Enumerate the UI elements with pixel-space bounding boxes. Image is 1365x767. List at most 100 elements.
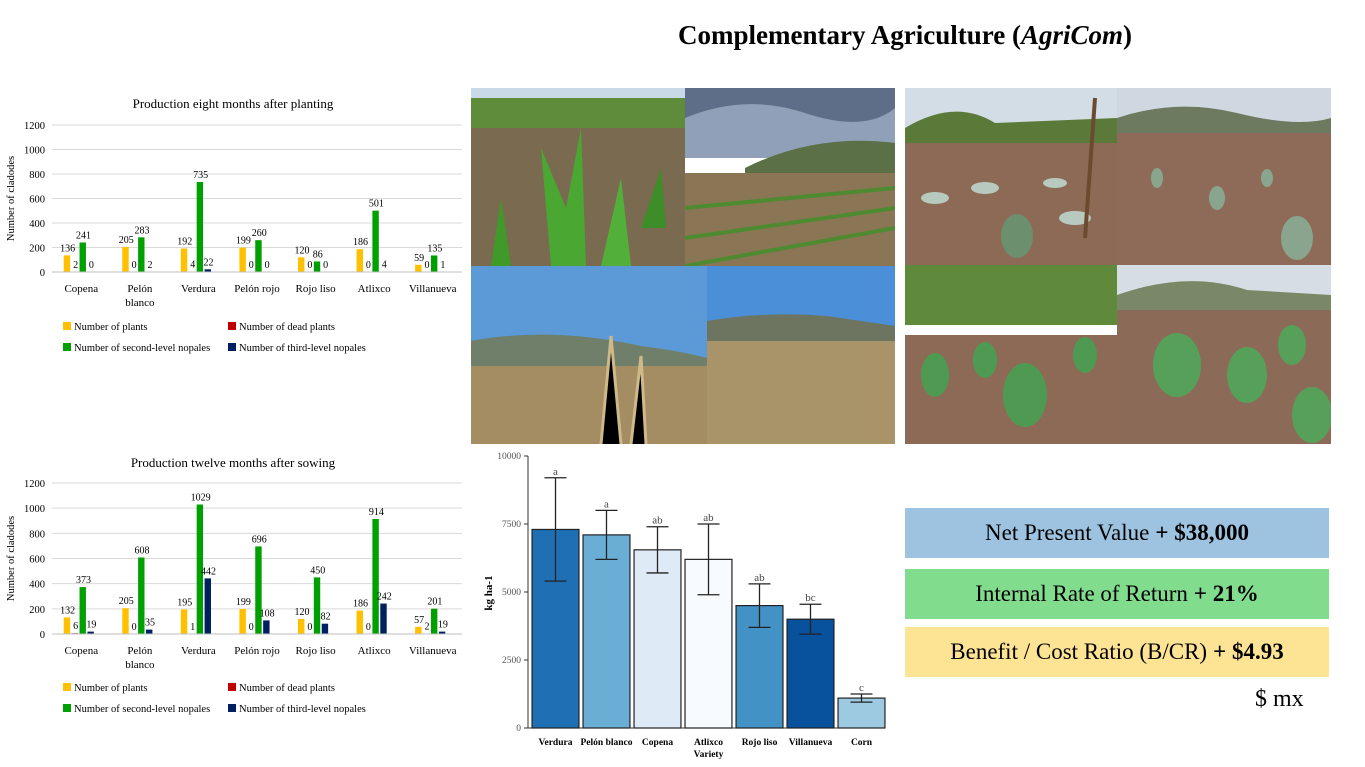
bar [582, 534, 631, 729]
bar [79, 587, 86, 634]
y-tick-label: 7500 [502, 520, 521, 530]
x-tick-label: Pelón [127, 645, 153, 657]
bar [63, 255, 71, 272]
data-label: 283 [135, 225, 150, 236]
bar [122, 246, 129, 272]
data-label: 242 [377, 592, 392, 603]
legend-swatch [228, 322, 236, 330]
data-label: 0 [323, 260, 328, 271]
legend-swatch [63, 322, 71, 330]
y-tick-label: 2500 [502, 656, 521, 666]
data-label: 2 [425, 622, 430, 633]
y-tick-label: 0 [516, 724, 521, 734]
bar [263, 620, 270, 634]
data-label: 0 [249, 260, 254, 271]
data-label: 186 [353, 599, 368, 610]
data-label: 19 [438, 620, 448, 631]
bar [298, 257, 305, 272]
legend-swatch [228, 704, 236, 712]
data-label: 22 [204, 257, 214, 268]
legend-label: Number of third-level nopales [239, 704, 366, 715]
data-label: 57 [414, 615, 424, 626]
chart-eight-months: Production eight months after planting Nu… [6, 96, 462, 354]
chart-title: Production twelve months after sowing [131, 455, 336, 470]
bar [79, 242, 86, 272]
legend-swatch [63, 683, 71, 691]
photo-dry-field [471, 266, 707, 444]
y-axis-label: Number of cladodes [6, 156, 17, 241]
legend-label: Number of second-level nopales [74, 704, 210, 715]
bar [138, 237, 145, 272]
bar [298, 618, 305, 634]
bar [63, 617, 71, 634]
legend-swatch [63, 343, 71, 351]
data-label: 186 [353, 237, 368, 248]
y-tick-label: 1000 [24, 504, 45, 515]
x-tick-label: Pelón rojo [234, 645, 280, 657]
y-axis-label: Number of cladodes [6, 516, 17, 601]
legend-label: Number of dead plants [239, 683, 335, 694]
y-tick-label: 1200 [24, 479, 45, 490]
data-label: 86 [313, 249, 323, 260]
bar [196, 504, 204, 634]
photo-nopal-mature [1117, 265, 1331, 444]
significance-letter: c [859, 682, 864, 694]
x-tick-label: Corn [851, 738, 873, 748]
data-label: 260 [252, 228, 267, 239]
y-tick-label: 1000 [24, 146, 45, 157]
legend-label: Number of plants [74, 683, 148, 694]
bar [146, 629, 153, 634]
y-tick-label: 5000 [502, 588, 521, 598]
significance-letter: ab [652, 515, 663, 527]
data-label: 442 [201, 566, 216, 577]
data-label: 205 [119, 596, 134, 607]
data-label: 19 [86, 620, 96, 631]
bar [837, 697, 886, 729]
y-tick-label: 400 [29, 580, 45, 591]
x-tick-label: Rojo liso [296, 283, 337, 295]
data-label: 241 [76, 230, 91, 241]
x-tick-label: Villanueva [409, 645, 457, 657]
bar [204, 578, 211, 634]
chart-title: Production eight months after planting [133, 96, 334, 111]
x-tick-label: Pelón [127, 283, 153, 295]
x-tick-label: Pelón blanco [581, 738, 633, 748]
data-label: 0 [425, 260, 430, 271]
y-tick-label: 600 [29, 555, 45, 566]
data-label: 2 [73, 260, 78, 271]
chart-twelve-months: Production twelve months after sowing Num… [6, 455, 462, 715]
data-label: 201 [427, 597, 442, 608]
data-label: 120 [294, 245, 309, 256]
data-label: 192 [177, 236, 192, 247]
significance-letter: a [604, 498, 609, 510]
photo-nopal-grown [905, 265, 1117, 444]
data-label: 132 [60, 605, 75, 616]
bar [430, 608, 438, 634]
x-tick-label: Pelón rojo [234, 283, 280, 295]
data-label: 373 [76, 575, 91, 586]
photo-corn-seedlings [471, 88, 685, 266]
x-tick-label: Villanueva [409, 283, 457, 295]
bar [87, 631, 94, 634]
bar [356, 610, 363, 634]
data-label: 6 [73, 621, 78, 632]
y-axis-label: kg ha-1 [483, 575, 495, 610]
bar [204, 269, 211, 272]
x-tick-label: Variety [694, 750, 724, 760]
data-label: 82 [321, 612, 331, 623]
data-label: 1 [440, 260, 445, 271]
bar [415, 264, 422, 272]
data-label: 59 [414, 253, 424, 264]
data-label: 0 [307, 260, 312, 271]
data-label: 0 [366, 622, 371, 633]
y-tick-label: 10000 [497, 452, 521, 462]
data-label: 108 [260, 608, 275, 619]
bar [255, 546, 262, 634]
bar [372, 518, 379, 634]
legend-label: Number of second-level nopales [74, 343, 210, 354]
x-tick-label: Rojo liso [742, 738, 778, 748]
y-tick-label: 200 [29, 605, 45, 616]
x-tick-label: Villanueva [789, 738, 833, 748]
bar [196, 181, 204, 272]
data-label: 0 [307, 622, 312, 633]
